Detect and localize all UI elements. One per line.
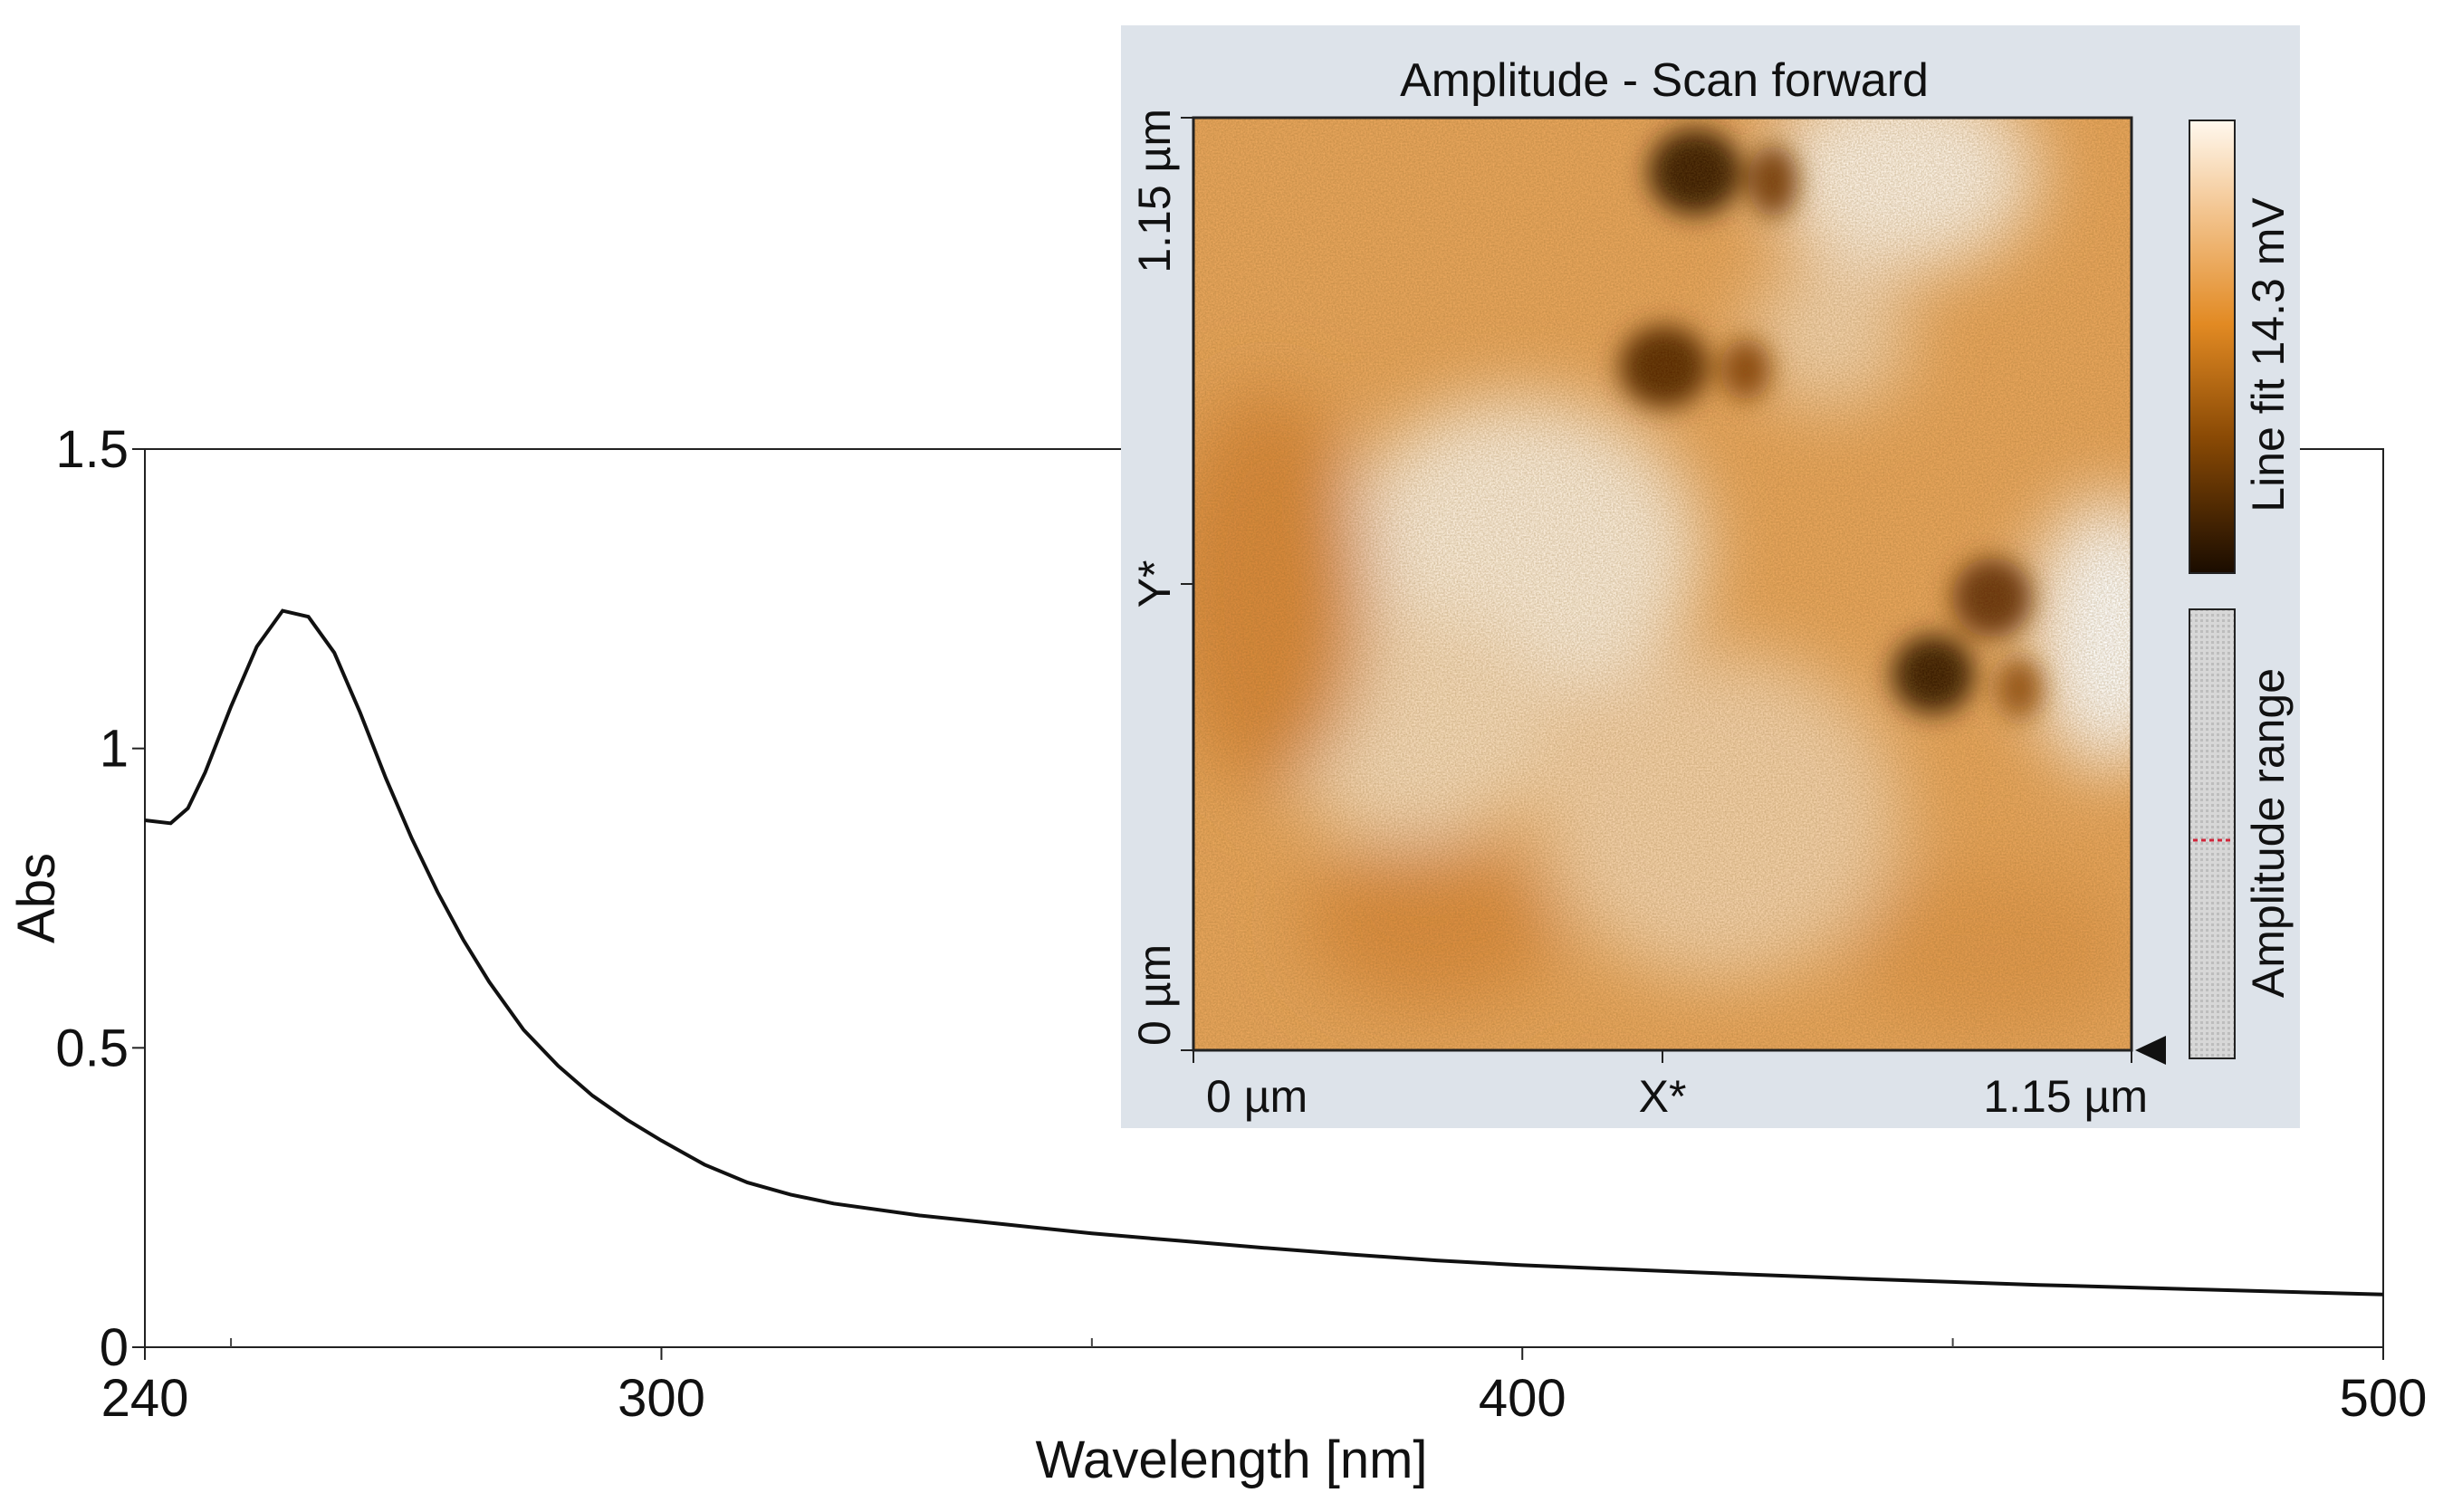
amplitude-range-label: Amplitude range: [2243, 668, 2294, 998]
inset-y-tick-max: 1.15 µm: [1129, 109, 1180, 273]
x-tick-label: 400: [1479, 1369, 1566, 1428]
colorbar: [2189, 120, 2236, 574]
inset-x-tick-max: 1.15 µm: [1983, 1071, 2148, 1122]
y-axis-title: Abs: [7, 853, 66, 943]
x-tick-label: 300: [618, 1369, 705, 1428]
inset-x-axis-title: X*: [1639, 1071, 1687, 1122]
inset-y-axis-title: Y*: [1129, 560, 1180, 608]
absorbance-series-line: [144, 608, 2384, 1297]
main-axis-tick-labels: 240 300 400 500 0 0.5 1 1.5: [55, 420, 2427, 1428]
main-axis-ticks: [132, 448, 2384, 1360]
inset-x-tick-min: 0 µm: [1206, 1071, 1308, 1122]
y-tick-label: 1.5: [55, 420, 129, 479]
y-tick-label: 0: [100, 1318, 129, 1377]
x-tick-label: 500: [2340, 1369, 2428, 1428]
y-tick-label: 1: [100, 720, 129, 779]
inset-y-tick-min: 0 µm: [1129, 944, 1180, 1046]
inset-title: Amplitude - Scan forward: [1400, 54, 1929, 107]
y-tick-label: 0.5: [55, 1019, 129, 1077]
amplitude-range-bar: [2189, 608, 2236, 1059]
colorbar-label: Line fit 14.3 mV: [2243, 197, 2294, 512]
range-pointer-icon: [2135, 1036, 2166, 1065]
amplitude-map: [1193, 118, 2132, 1050]
x-tick-label: 240: [101, 1369, 189, 1428]
inset-axis-ticks: [1181, 117, 2132, 1063]
afm-inset: Amplitude - Scan forward: [1121, 25, 2300, 1128]
x-axis-title: Wavelength [nm]: [1035, 1431, 1427, 1489]
